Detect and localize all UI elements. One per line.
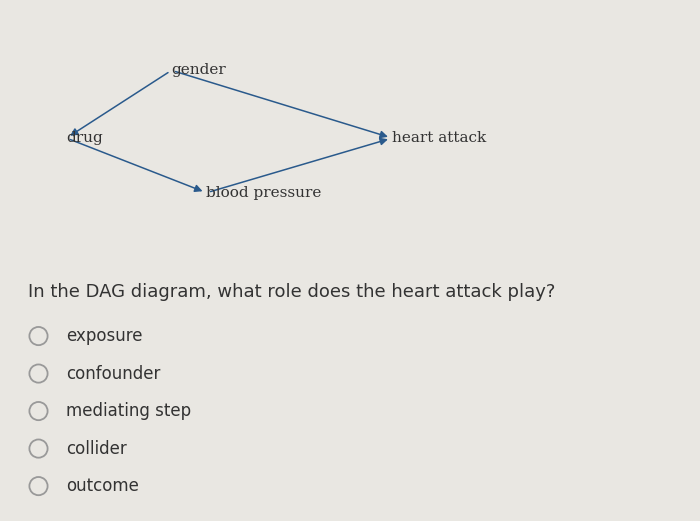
Text: heart attack: heart attack: [392, 131, 486, 145]
Text: drug: drug: [66, 131, 104, 145]
Text: mediating step: mediating step: [66, 402, 192, 420]
Text: gender: gender: [172, 64, 226, 77]
Text: outcome: outcome: [66, 477, 139, 495]
Text: In the DAG diagram, what role does the heart attack play?: In the DAG diagram, what role does the h…: [28, 283, 555, 301]
Text: confounder: confounder: [66, 365, 161, 382]
Text: exposure: exposure: [66, 327, 143, 345]
Text: collider: collider: [66, 440, 127, 457]
Text: blood pressure: blood pressure: [206, 186, 322, 200]
